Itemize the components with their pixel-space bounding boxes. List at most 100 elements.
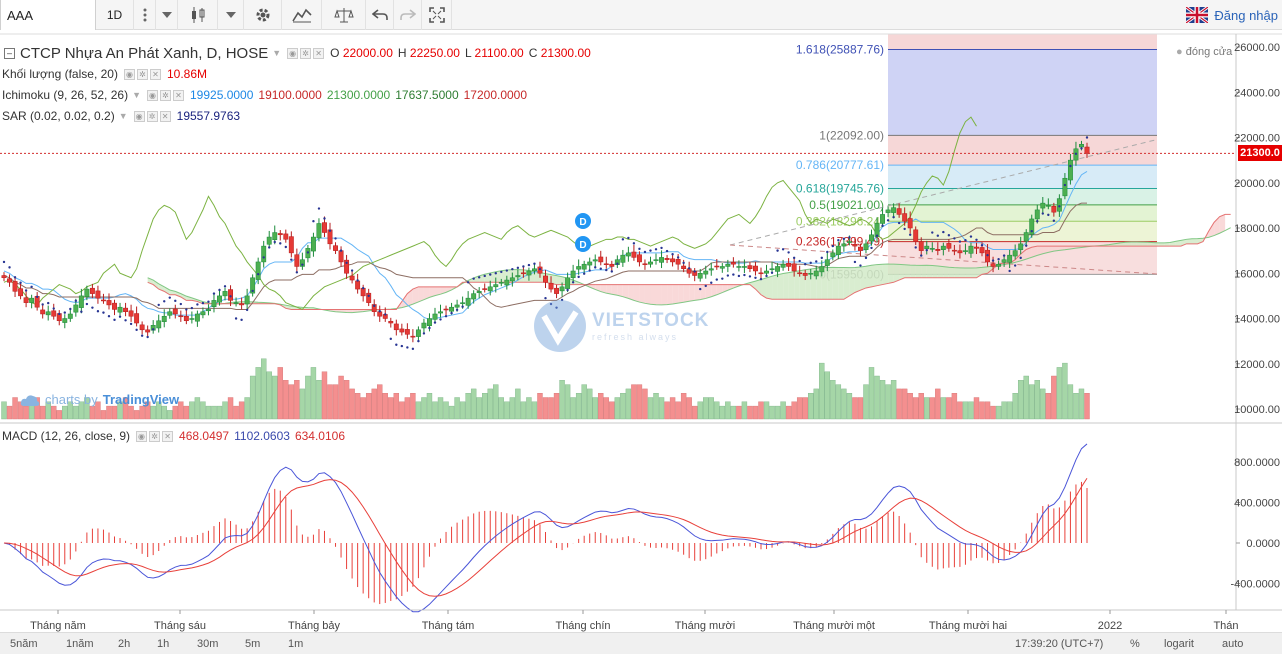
- percent-toggle[interactable]: %: [1130, 633, 1140, 655]
- balance-icon[interactable]: [322, 0, 366, 30]
- gear-icon[interactable]: [244, 0, 282, 30]
- indicators-icon[interactable]: [282, 0, 322, 30]
- volume-bar: [803, 398, 808, 420]
- sar-dot: [1014, 264, 1016, 266]
- sar-menu-icon[interactable]: ▼: [119, 111, 128, 121]
- macd-signal-value: 634.0106: [295, 429, 345, 443]
- volume-controls[interactable]: ◉✲✕: [124, 69, 161, 80]
- sar-dot: [58, 313, 60, 315]
- candle-body: [40, 310, 44, 314]
- sar-dot: [229, 295, 231, 297]
- symbol-input[interactable]: AAA: [0, 0, 96, 30]
- candle-body: [786, 263, 790, 266]
- candle-body: [643, 264, 647, 265]
- volume-bar: [676, 402, 681, 419]
- volume-legend: Khối lượng (false, 20) ◉✲✕ 10.86M: [2, 65, 207, 83]
- ichimoku-menu-icon[interactable]: ▼: [132, 90, 141, 100]
- sar-dot: [274, 241, 276, 243]
- candle-body: [764, 271, 768, 273]
- range-5m[interactable]: 5m: [245, 633, 260, 655]
- volume-bar: [1046, 393, 1051, 419]
- candle-body: [389, 321, 393, 323]
- range-30m[interactable]: 30m: [197, 633, 218, 655]
- candle-body: [720, 266, 724, 268]
- range-1m[interactable]: 1m: [288, 633, 303, 655]
- more-icon[interactable]: [134, 0, 156, 30]
- chevron-down-icon[interactable]: [156, 0, 178, 30]
- credit-brand: TradingView: [103, 392, 179, 407]
- sar-dot: [975, 239, 977, 241]
- candle-body: [980, 247, 984, 252]
- sar-dot: [290, 258, 292, 260]
- marker-label: D: [579, 217, 586, 228]
- volume-bar: [913, 398, 918, 420]
- volume-bar: [106, 406, 111, 419]
- candle-body: [797, 273, 801, 274]
- sar-dot: [1047, 214, 1049, 216]
- redo-icon[interactable]: [394, 0, 422, 30]
- ichimoku-cloud: [413, 287, 419, 304]
- sar-dot: [296, 271, 298, 273]
- ichimoku-controls[interactable]: ◉✲✕: [147, 90, 184, 101]
- volume-bar: [720, 406, 725, 419]
- volume-bar: [162, 406, 167, 419]
- volume-bar: [537, 393, 542, 419]
- range-1y[interactable]: 1năm: [66, 633, 94, 655]
- volume-bar: [449, 406, 454, 419]
- style-dropdown-icon[interactable]: [218, 0, 244, 30]
- range-2h[interactable]: 2h: [118, 633, 130, 655]
- interval-button[interactable]: 1D: [96, 0, 134, 30]
- time-axis-label: Tháng mười một: [793, 620, 875, 632]
- series-menu-icon[interactable]: ▼: [272, 48, 281, 58]
- ichimoku-cloud: [827, 267, 833, 299]
- candle-body: [234, 303, 238, 304]
- candle-body: [7, 279, 11, 283]
- volume-label[interactable]: Khối lượng (false, 20): [2, 67, 118, 81]
- ichimoku-label[interactable]: Ichimoku (9, 26, 52, 26): [2, 88, 128, 102]
- volume-bar: [554, 393, 559, 419]
- ichimoku-conversion-value: 19925.0000: [190, 88, 253, 102]
- ichimoku-legend: Ichimoku (9, 26, 52, 26) ▼ ◉✲✕ 19925.0000…: [2, 86, 532, 104]
- log-toggle[interactable]: logarit: [1164, 633, 1194, 655]
- candle-body: [681, 266, 685, 269]
- sar-dot: [705, 285, 707, 287]
- sar-dot: [428, 327, 430, 329]
- sar-dot: [903, 228, 905, 230]
- login-button[interactable]: Đăng nhập: [1186, 0, 1282, 30]
- ichimoku-cloud: [927, 265, 933, 277]
- collapse-icon[interactable]: –: [4, 48, 15, 59]
- fullscreen-icon[interactable]: [422, 0, 452, 30]
- auto-toggle[interactable]: auto: [1222, 633, 1243, 655]
- range-5y[interactable]: 5năm: [10, 633, 38, 655]
- candle-body: [621, 255, 625, 262]
- ichimoku-cloud: [965, 268, 971, 278]
- volume-bar: [565, 385, 570, 419]
- clock[interactable]: 17:39:20 (UTC+7): [1015, 633, 1103, 655]
- watermark-brand: VIETSTOCK: [592, 310, 709, 332]
- fib-zone: [888, 221, 1157, 241]
- volume-bar: [129, 406, 134, 419]
- volume-bar: [808, 393, 813, 419]
- macd-controls[interactable]: ◉✲✕: [136, 431, 173, 442]
- candle-body: [228, 290, 232, 301]
- macd-label[interactable]: MACD (12, 26, close, 9): [2, 429, 130, 443]
- sar-dot: [682, 262, 684, 264]
- candle-body: [134, 314, 138, 324]
- sar-controls[interactable]: ◉✲✕: [134, 111, 171, 122]
- sar-value: 19557.9763: [177, 109, 240, 123]
- series-title[interactable]: CTCP Nhựa An Phát Xanh, D, HOSE: [20, 45, 268, 62]
- range-1h[interactable]: 1h: [157, 633, 169, 655]
- candle-body: [488, 287, 492, 291]
- series-controls[interactable]: ◉✲✕: [287, 48, 324, 59]
- sar-dot: [688, 267, 690, 269]
- candle-body: [516, 276, 520, 277]
- tradingview-credit[interactable]: charts by TradingView: [20, 392, 179, 407]
- sar-dot: [3, 261, 5, 263]
- candle-body: [145, 330, 149, 332]
- candle-body: [610, 264, 614, 266]
- sar-label[interactable]: SAR (0.02, 0.02, 0.2): [2, 109, 115, 123]
- undo-icon[interactable]: [366, 0, 394, 30]
- sar-dot: [738, 275, 740, 277]
- volume-bar: [725, 402, 730, 419]
- candle-style-icon[interactable]: [178, 0, 218, 30]
